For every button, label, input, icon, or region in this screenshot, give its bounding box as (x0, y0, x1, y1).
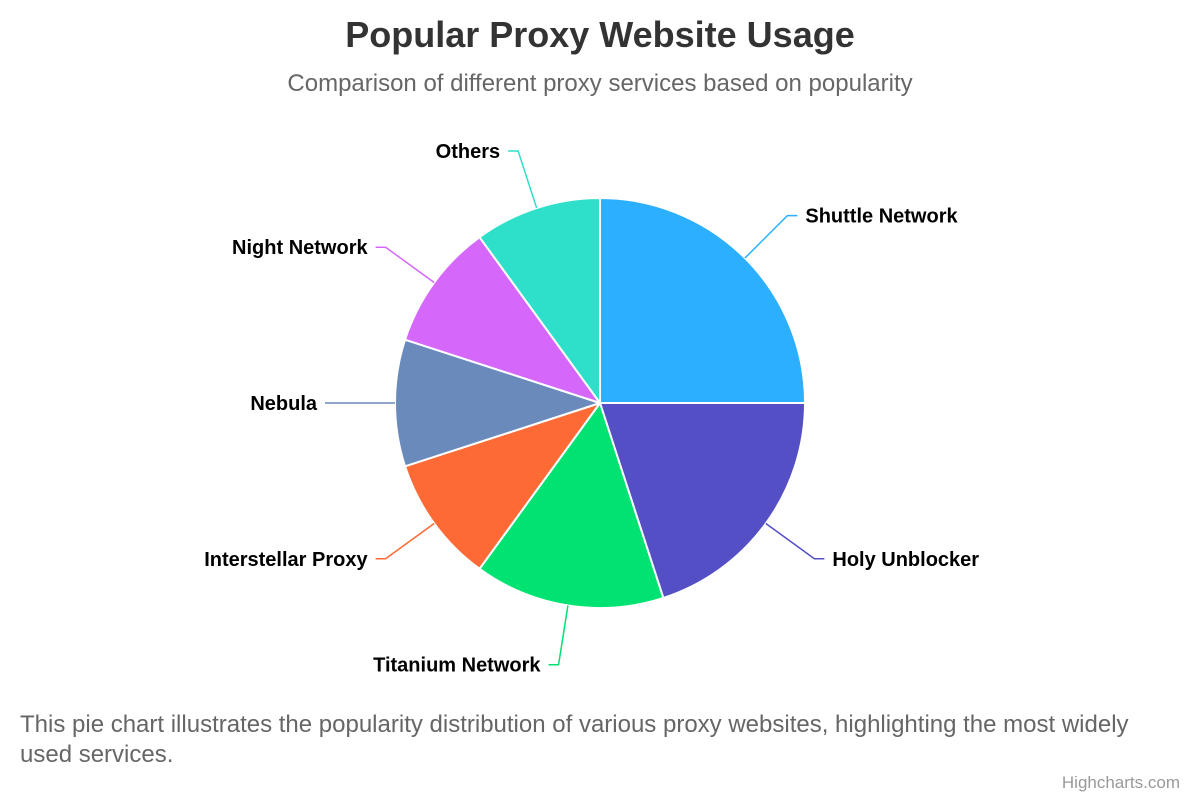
slice-label-night-network: Night Network (232, 237, 368, 259)
slice-label-titanium-network: Titanium Network (373, 655, 541, 677)
slice-label-nebula: Nebula (250, 393, 318, 415)
connector-holy-unblocker (765, 522, 825, 560)
connector-shuttle-network (744, 214, 798, 259)
connector-night-network (375, 246, 435, 284)
pie-slice-titanium-network[interactable] (478, 402, 665, 609)
label-connectors (325, 150, 825, 666)
chart-subtitle: Comparison of different proxy services b… (287, 70, 913, 97)
connector-others (508, 150, 538, 209)
chart-caption: This pie chart illustrates the popularit… (20, 711, 1129, 768)
credits-link[interactable]: Highcharts.com (1061, 773, 1180, 792)
connector-titanium-network (548, 605, 569, 666)
slice-label-holy-unblocker: Holy Unblocker (832, 549, 979, 571)
slice-label-shuttle-network: Shuttle Network (805, 206, 958, 228)
slice-label-interstellar-proxy: Interstellar Proxy (204, 549, 368, 571)
connector-interstellar-proxy (375, 522, 435, 560)
pie-slice-night-network[interactable] (404, 236, 601, 404)
slice-label-others: Others (436, 141, 500, 163)
pie-slice-others[interactable] (478, 197, 601, 404)
pie-slice-nebula[interactable] (394, 338, 601, 468)
pie-slice-shuttle-network[interactable] (599, 197, 806, 404)
pie-slices (394, 197, 806, 609)
slice-labels: Shuttle Network Holy Unblocker Titanium Ne… (204, 141, 979, 677)
chart-title: Popular Proxy Website Usage (345, 14, 855, 55)
pie-slice-interstellar-proxy[interactable] (404, 402, 601, 570)
